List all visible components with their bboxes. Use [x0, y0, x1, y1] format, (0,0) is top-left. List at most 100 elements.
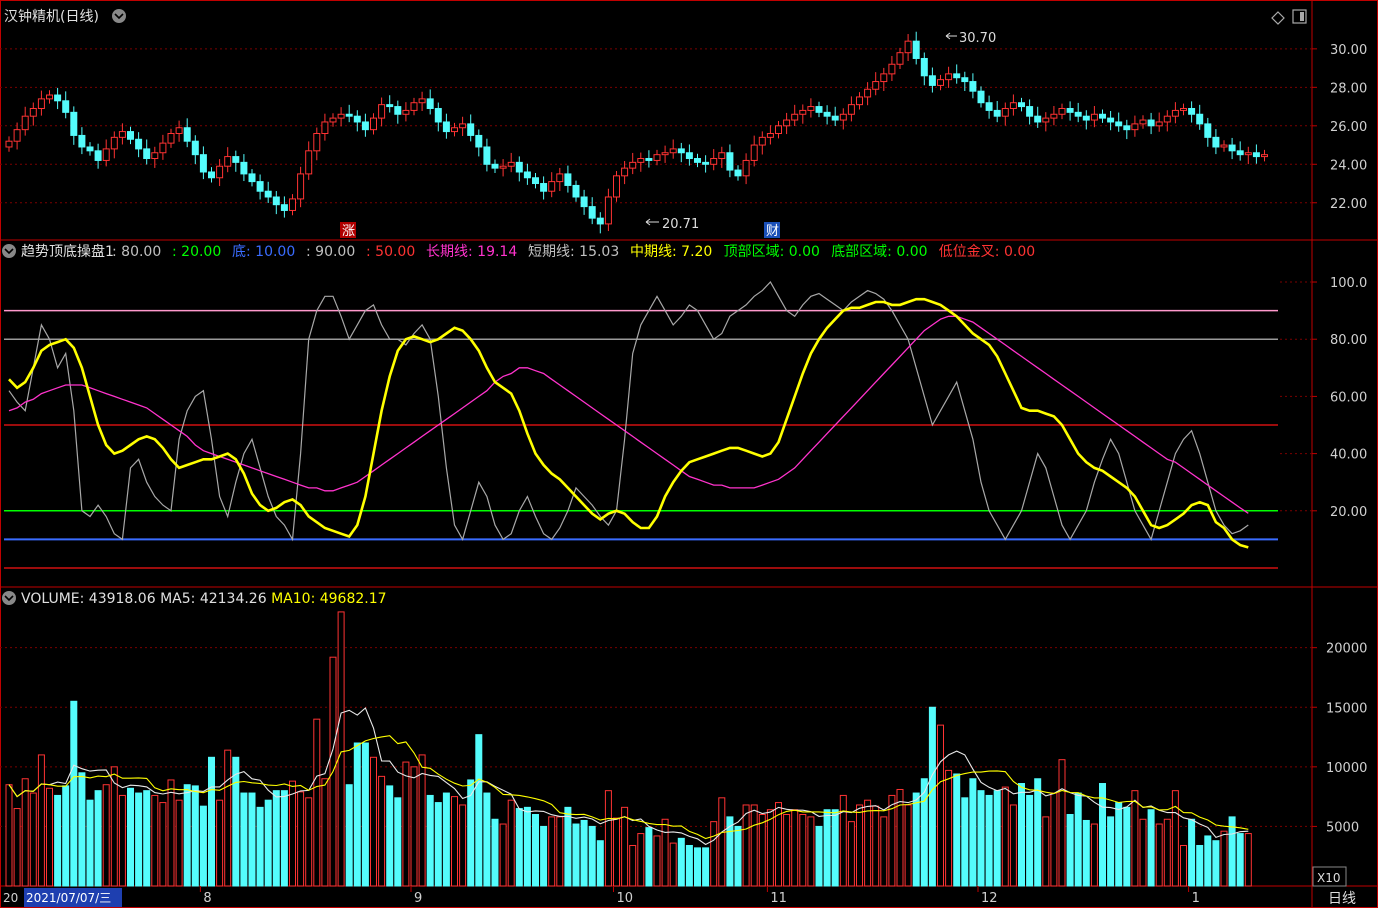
volume-bar [118, 794, 126, 887]
ma5-value: 42134.26 [200, 591, 267, 607]
indicator-name: 趋势顶底操盘1 [21, 243, 114, 260]
candle-body [1018, 102, 1025, 108]
candle [677, 142, 685, 163]
candle [1244, 146, 1252, 165]
volume-bar [402, 761, 410, 887]
candle [993, 100, 1001, 123]
candle [1107, 110, 1115, 131]
volume-bar [904, 804, 912, 887]
candle [353, 110, 361, 132]
candle [864, 82, 872, 106]
volume-bar [604, 790, 612, 887]
candle-body [1171, 109, 1179, 117]
volume-bar [588, 825, 596, 887]
volume-bar [1115, 802, 1123, 887]
volume-bar [775, 802, 782, 887]
candle-body [580, 196, 588, 208]
candle-body [645, 158, 653, 161]
volume-dropdown-icon[interactable] [2, 591, 16, 605]
volume-bar [280, 790, 288, 887]
volume-bar [969, 778, 977, 887]
candle-body [791, 113, 799, 121]
candle-body [734, 169, 742, 177]
candle [280, 196, 288, 218]
candle [1171, 102, 1179, 124]
volume-bar [159, 802, 167, 887]
candle [240, 154, 248, 182]
candle [418, 91, 426, 111]
marker-cai[interactable]: 财 [764, 222, 780, 239]
volume-bar [1228, 816, 1236, 887]
candle [442, 113, 450, 139]
candle [580, 189, 588, 215]
volume-bar [953, 773, 961, 887]
candle-body [361, 121, 369, 131]
volume-bar [313, 718, 321, 887]
volume-bar [580, 819, 588, 887]
volume-bar [1196, 844, 1204, 887]
volume-bar [637, 833, 645, 887]
volume-bar [1244, 833, 1252, 887]
candle [1099, 109, 1106, 123]
volume-bar [1042, 816, 1050, 887]
candle-body [159, 142, 167, 154]
volume-bars[interactable] [5, 611, 1252, 887]
candle-body [839, 113, 847, 121]
candle-body [127, 131, 134, 140]
period-label[interactable]: 日线 [1328, 891, 1356, 907]
volume-bar [459, 804, 467, 887]
candle-body [515, 161, 523, 173]
volume-bar [726, 816, 734, 887]
candle-body [920, 57, 928, 77]
candle-body [345, 113, 353, 117]
candle [977, 86, 985, 108]
candle-body [1026, 106, 1034, 117]
candle [370, 113, 377, 135]
volume-bar [337, 611, 345, 887]
candle [710, 149, 718, 171]
candle [758, 131, 766, 155]
indicator-dropdown-icon[interactable] [2, 244, 16, 258]
volume-bar [297, 791, 305, 887]
candle-body [394, 106, 402, 115]
volume-bar [491, 818, 499, 887]
candle [199, 146, 207, 180]
candle [410, 97, 418, 116]
candle [572, 180, 580, 202]
window-toggle-icon[interactable] [1292, 9, 1307, 24]
cut-year-label: 20 [3, 891, 18, 905]
volume-bar [742, 804, 750, 887]
volume-bar [669, 842, 677, 887]
diamond-icon[interactable] [1271, 11, 1285, 25]
candlestick-series[interactable] [5, 31, 1268, 234]
candle [791, 104, 799, 127]
title-dropdown-icon[interactable] [112, 9, 126, 23]
candle-body [1058, 107, 1066, 115]
candle [394, 100, 402, 124]
candle [637, 152, 645, 172]
price-tick-label: 28.00 [1330, 81, 1367, 96]
volume-bar [135, 792, 143, 887]
high-price-label: 30.70 [959, 31, 996, 46]
candle-body [969, 81, 977, 92]
mid-line [8, 297, 1249, 549]
scale-badge[interactable]: X10 [1312, 866, 1347, 887]
candle-body [629, 161, 637, 169]
candle [1155, 112, 1163, 132]
candle-body [46, 94, 53, 100]
volume-bar [515, 808, 523, 887]
candle [1147, 112, 1155, 135]
marker-zhang[interactable]: 涨 [340, 222, 356, 239]
candle [507, 152, 515, 173]
ma10-line [8, 735, 1249, 840]
volume-bar [1050, 792, 1058, 887]
candle [937, 74, 944, 91]
volume-bar [839, 794, 847, 887]
candle-body [1220, 144, 1228, 148]
volume-bar [224, 749, 232, 887]
candle [588, 197, 596, 225]
date-cursor-box[interactable]: 2021/07/07/三 [24, 888, 122, 907]
month-label: 11 [770, 891, 787, 906]
